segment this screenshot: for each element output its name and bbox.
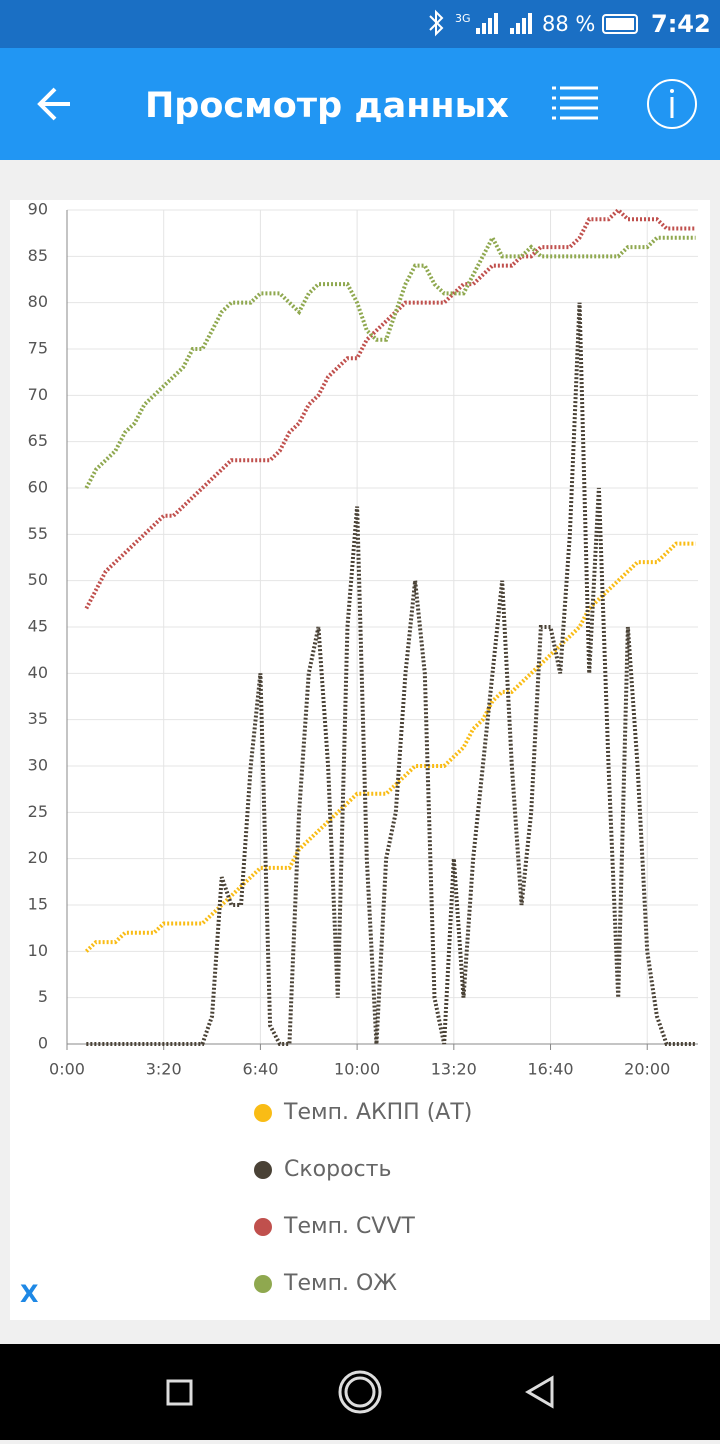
legend-label: Скорость: [284, 1157, 391, 1182]
legend-label: Темп. ОЖ: [283, 1271, 397, 1296]
status-bar: [0, 0, 720, 48]
close-button[interactable]: X: [20, 1280, 39, 1308]
chart: 0 5 10 15 20 25 30 35 40 45 50 55 60 65 70 75 80 85 90 0:00…: [28, 200, 698, 1296]
chart-card: [10, 200, 710, 1320]
series-line: [84, 541, 696, 953]
list-button[interactable]: [552, 86, 598, 120]
y-tick-label: 85: [28, 246, 48, 265]
legend-label: Темп. CVVT: [283, 1214, 415, 1239]
signal-icon: [476, 13, 532, 34]
y-tick-label: 35: [28, 709, 48, 728]
x-tick-label: 3:20: [146, 1060, 182, 1079]
y-tick-label: 75: [28, 339, 48, 358]
x-tick-label: 0:00: [49, 1060, 85, 1079]
series-line: [84, 207, 696, 610]
series-line: [86, 302, 696, 1046]
y-tick-label: 45: [28, 617, 48, 636]
legend-swatch: [254, 1218, 272, 1236]
y-tick-label: 20: [28, 848, 48, 867]
x-tick-label: 6:40: [242, 1060, 278, 1079]
x-tick-label: 10:00: [334, 1060, 380, 1079]
battery-label: 88 %: [542, 12, 595, 36]
app-bar: [0, 48, 720, 160]
nav-bar: [0, 1344, 720, 1440]
y-tick-label: 50: [28, 570, 48, 589]
y-tick-label: 30: [28, 756, 48, 775]
y-tick-label: 5: [38, 987, 48, 1006]
battery-level: [606, 18, 634, 30]
app-title: Просмотр данных: [145, 86, 509, 126]
series-line: [84, 233, 696, 489]
y-tick-label: 80: [28, 292, 48, 311]
y-tick-label: 25: [28, 802, 48, 821]
bluetooth-icon: [429, 9, 444, 37]
x-tick-label: 13:20: [431, 1060, 477, 1079]
y-tick-label: 65: [28, 431, 48, 450]
y-tick-label: 40: [28, 663, 48, 682]
back-button[interactable]: [37, 87, 70, 121]
y-tick-label: 15: [28, 895, 48, 914]
legend-swatch: [254, 1104, 272, 1122]
home-button-inner: [344, 1376, 376, 1408]
y-tick-label: 70: [28, 385, 48, 404]
recent-button[interactable]: [166, 1379, 193, 1406]
y-tick-label: 10: [28, 941, 48, 960]
y-tick-label: 60: [28, 478, 48, 497]
back-nav-button[interactable]: [525, 1375, 554, 1409]
x-tick-label: 20:00: [624, 1060, 670, 1079]
home-button[interactable]: [338, 1370, 382, 1414]
y-tick-label: 90: [28, 200, 48, 219]
x-tick-label: 16:40: [527, 1060, 573, 1079]
clock: 7:42: [651, 10, 711, 38]
legend-swatch: [254, 1161, 272, 1179]
battery-icon: [602, 14, 638, 34]
network-label: 3G: [455, 12, 471, 25]
info-button[interactable]: [647, 79, 697, 129]
y-tick-label: 0: [38, 1034, 48, 1053]
y-tick-label: 55: [28, 524, 48, 543]
legend-label: Темп. АКПП (АТ): [283, 1100, 472, 1125]
legend-swatch: [254, 1275, 272, 1293]
